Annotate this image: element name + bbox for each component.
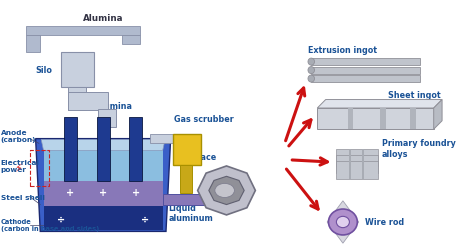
Polygon shape — [41, 140, 165, 151]
Polygon shape — [44, 206, 163, 230]
Text: Alumina: Alumina — [96, 102, 133, 111]
Text: Cathode
(carbon in base and sides): Cathode (carbon in base and sides) — [0, 218, 99, 232]
Ellipse shape — [337, 216, 349, 228]
Text: Gas scrubber: Gas scrubber — [174, 115, 234, 124]
Polygon shape — [349, 149, 351, 179]
Text: Electrical
power: Electrical power — [0, 159, 40, 172]
Ellipse shape — [215, 184, 235, 198]
Text: Primary foundry
alloys: Primary foundry alloys — [382, 139, 456, 158]
Text: Extrusion ingot: Extrusion ingot — [309, 46, 377, 55]
Bar — [29, 151, 49, 186]
Polygon shape — [36, 139, 171, 232]
Polygon shape — [336, 161, 378, 179]
Ellipse shape — [328, 209, 357, 235]
Polygon shape — [44, 181, 163, 206]
Bar — [68, 88, 86, 111]
Text: Alumina: Alumina — [83, 14, 123, 23]
Bar — [173, 134, 201, 165]
Polygon shape — [122, 36, 140, 45]
Polygon shape — [209, 176, 244, 205]
Bar — [68, 93, 108, 111]
Polygon shape — [44, 151, 163, 181]
Bar — [163, 194, 210, 205]
Text: Wire rod: Wire rod — [365, 218, 404, 226]
Bar — [64, 118, 77, 181]
Text: ⚡: ⚡ — [15, 164, 22, 173]
Polygon shape — [347, 108, 353, 130]
Bar — [180, 165, 191, 193]
Bar — [311, 67, 420, 74]
Bar — [99, 110, 116, 127]
Polygon shape — [198, 166, 255, 215]
Polygon shape — [317, 100, 442, 108]
Polygon shape — [327, 201, 359, 243]
Ellipse shape — [308, 76, 315, 83]
Bar — [311, 59, 420, 66]
Text: ÷: ÷ — [141, 214, 149, 224]
Ellipse shape — [308, 67, 315, 74]
Polygon shape — [317, 108, 434, 130]
Polygon shape — [26, 36, 40, 52]
Polygon shape — [434, 100, 442, 130]
Text: Sheet ingot: Sheet ingot — [388, 91, 441, 100]
Bar — [129, 118, 142, 181]
Bar — [311, 76, 420, 83]
Text: +: + — [99, 187, 107, 197]
Polygon shape — [26, 26, 140, 36]
Bar — [97, 118, 109, 181]
Text: Silo: Silo — [35, 66, 52, 74]
Polygon shape — [336, 149, 378, 167]
Polygon shape — [410, 108, 416, 130]
Polygon shape — [380, 108, 386, 130]
Text: +: + — [66, 187, 74, 197]
Polygon shape — [362, 149, 365, 179]
Text: ÷: ÷ — [57, 214, 65, 224]
Text: +: + — [132, 187, 140, 197]
Text: Liquid
aluminum: Liquid aluminum — [168, 203, 213, 222]
Text: Furnace: Furnace — [181, 152, 217, 161]
Text: Anode
(carbon): Anode (carbon) — [0, 129, 36, 142]
Ellipse shape — [308, 59, 315, 66]
Bar — [150, 134, 174, 144]
Bar — [61, 52, 94, 88]
Polygon shape — [336, 155, 378, 173]
Text: Steel shell: Steel shell — [0, 194, 45, 200]
